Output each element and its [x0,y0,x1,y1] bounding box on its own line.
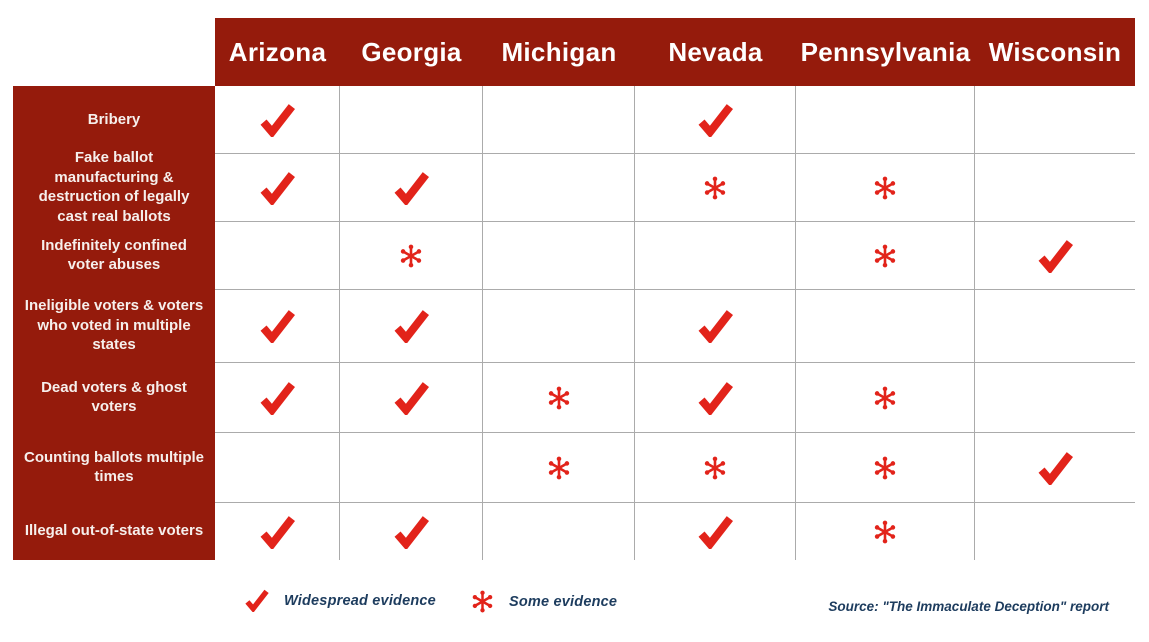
matrix-cell-check [635,289,796,362]
matrix-cell-empty [483,502,635,560]
check-icon [394,381,430,415]
column-header-michigan: Michigan [483,18,635,86]
matrix-cell-check [635,86,796,153]
matrix-cell-asterisk [483,432,635,502]
check-icon [698,310,734,343]
matrix-cell-empty [483,86,635,153]
asterisk-icon [704,176,726,199]
row-header: Dead voters & ghost voters [13,362,215,432]
matrix-cell-empty [975,362,1135,432]
row-label: Bribery [87,110,141,128]
check-icon [698,103,734,137]
matrix-cell-check [215,86,340,153]
row-label: Ineligible voters & voters who voted in … [24,297,204,354]
row-label: Illegal out-of-state voters [24,522,204,540]
check-icon [698,515,734,549]
column-header-nevada: Nevada [635,18,796,86]
check-icon [260,310,296,343]
asterisk-icon [874,520,896,543]
matrix-cell-empty [340,86,483,153]
legend-item-widespread: Widespread evidence [243,589,436,612]
matrix-cell-empty [796,289,975,362]
source-note: Source: "The Immaculate Deception" repor… [828,599,1109,614]
row-label: Counting ballots multiple times [24,448,204,486]
column-header-arizona: Arizona [215,18,340,86]
check-icon [260,103,296,137]
matrix-cell-empty [975,153,1135,221]
matrix-cell-empty [340,432,483,502]
check-icon [260,381,296,415]
column-header-pennsylvania: Pennsylvania [796,18,975,86]
matrix-cell-empty [483,289,635,362]
matrix-cell-empty [483,221,635,289]
matrix-cell-asterisk [796,502,975,560]
asterisk-icon [548,386,569,409]
matrix-cell-check [215,289,340,362]
row-label: Fake ballot manufacturing & destruction … [38,149,190,225]
matrix-cell-empty [215,221,340,289]
matrix-cell-check [340,502,483,560]
check-icon [394,310,430,343]
matrix-cell-empty [215,432,340,502]
matrix-cell-asterisk [635,153,796,221]
check-icon [1038,451,1074,485]
matrix-cell-check [215,502,340,560]
asterisk-icon [874,176,896,199]
column-header-georgia: Georgia [340,18,483,86]
corner-spacer [13,18,215,86]
matrix-cell-check [340,289,483,362]
check-icon [260,171,296,205]
matrix-cell-check [340,153,483,221]
row-header: Indefinitely confined voter abuses [13,221,215,289]
asterisk-icon [472,590,493,613]
row-header: Bribery [13,86,215,153]
row-header: Illegal out-of-state voters [13,502,215,560]
matrix-cell-check [635,502,796,560]
check-icon [394,171,430,205]
check-icon [260,515,296,549]
matrix-cell-asterisk [635,432,796,502]
matrix-cell-empty [483,153,635,221]
matrix-cell-asterisk [796,432,975,502]
check-icon [243,589,270,612]
column-header-wisconsin: Wisconsin [975,18,1135,86]
row-label: Dead voters & ghost voters [41,378,187,416]
legend-item-some: Some evidence [470,589,617,614]
matrix-cell-check [215,153,340,221]
matrix-cell-check [975,221,1135,289]
matrix-cell-asterisk [340,221,483,289]
asterisk-icon [704,456,726,479]
legend-label-widespread: Widespread evidence [284,592,436,609]
row-header: Ineligible voters & voters who voted in … [13,289,215,362]
matrix-cell-asterisk [796,221,975,289]
asterisk-icon [874,244,896,267]
matrix-cell-check [340,362,483,432]
matrix-cell-check [215,362,340,432]
row-header: Fake ballot manufacturing & destruction … [13,149,215,225]
legend: Widespread evidence Some evidence Source… [0,583,1149,628]
asterisk-icon [548,456,569,479]
matrix-cell-empty [975,289,1135,362]
matrix-cell-empty [975,86,1135,153]
row-label: Indefinitely confined voter abuses [41,236,187,274]
matrix-cell-asterisk [483,362,635,432]
matrix-cell-asterisk [796,362,975,432]
check-icon [245,589,269,612]
matrix-cell-check [635,362,796,432]
matrix-cell-empty [796,86,975,153]
matrix-cell-asterisk [796,153,975,221]
check-icon [394,515,430,549]
matrix-cell-check [975,432,1135,502]
asterisk-icon [874,456,896,479]
asterisk-icon [400,244,422,267]
matrix-cell-empty [635,221,796,289]
asterisk-icon [470,589,495,614]
evidence-matrix-table: Arizona Georgia Michigan Nevada Pennsylvania… [13,18,1135,560]
matrix-cell-empty [975,502,1135,560]
row-header: Counting ballots multiple times [13,432,215,502]
check-icon [1038,239,1074,273]
asterisk-icon [874,386,896,409]
legend-label-some: Some evidence [509,593,618,610]
check-icon [698,381,734,415]
